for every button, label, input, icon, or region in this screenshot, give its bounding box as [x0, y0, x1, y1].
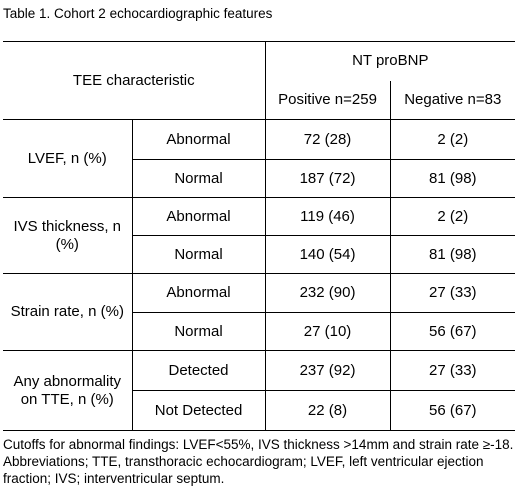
negative-cell: 27 (33)	[389, 350, 516, 391]
table-row: Strain rate, n (%) Abnormal 232 (90) 27 …	[3, 273, 516, 351]
positive-cell: 119 (46)	[264, 197, 391, 236]
group-label: IVS thickness, n (%)	[3, 197, 133, 274]
subgroup-cell: Abnormal	[131, 273, 266, 313]
table-row: LVEF, n (%) Abnormal 72 (28) 2 (2)	[3, 119, 516, 198]
positive-cell: 237 (92)	[264, 350, 391, 391]
group-label: Strain rate, n (%)	[3, 273, 133, 351]
group-label: LVEF, n (%)	[3, 119, 133, 198]
negative-cell: 81 (98)	[389, 235, 516, 274]
table-row: IVS thickness, n (%) Abnormal 119 (46) 2…	[3, 197, 516, 274]
positive-cell: 27 (10)	[264, 312, 391, 351]
negative-cell: 56 (67)	[389, 312, 516, 351]
negative-cell: 56 (67)	[389, 390, 516, 431]
table-footnote: Cutoffs for abnormal findings: LVEF<55%,…	[3, 437, 514, 486]
table-row: Not Detected 22 (8) 56 (67)	[3, 390, 516, 431]
positive-cell: 232 (90)	[264, 273, 391, 313]
negative-cell: 81 (98)	[389, 159, 516, 198]
subgroup-cell: Abnormal	[131, 197, 266, 236]
positive-cell: 140 (54)	[264, 235, 391, 274]
subgroup-cell: Detected	[131, 350, 266, 391]
negative-cell: 2 (2)	[389, 197, 516, 236]
positive-cell: 22 (8)	[264, 390, 391, 431]
group-label: Any abnormality on TTE, n (%)	[3, 350, 133, 431]
header-negative: Negative n=83	[389, 80, 516, 120]
echocardiographic-features-table: TEE characteristic NT proBNP Positive n=…	[3, 41, 516, 431]
subgroup-cell: Not Detected	[131, 390, 266, 431]
positive-cell: 72 (28)	[264, 119, 391, 160]
header-positive: Positive n=259	[264, 80, 391, 120]
subgroup-cell: Abnormal	[131, 119, 266, 160]
negative-cell: 27 (33)	[389, 273, 516, 313]
table-row: Normal 27 (10) 56 (67)	[3, 312, 516, 351]
header-tee-characteristic: TEE characteristic	[3, 41, 266, 120]
positive-cell: 187 (72)	[264, 159, 391, 198]
table-caption: Table 1. Cohort 2 echocardiographic feat…	[3, 6, 273, 21]
subgroup-cell: Normal	[131, 235, 266, 274]
subgroup-cell: Normal	[131, 312, 266, 351]
header-nt-probnp: NT proBNP	[264, 41, 516, 81]
negative-cell: 2 (2)	[389, 119, 516, 160]
table-row: Any abnormality on TTE, n (%) Detected 2…	[3, 350, 516, 431]
subgroup-cell: Normal	[131, 159, 266, 198]
